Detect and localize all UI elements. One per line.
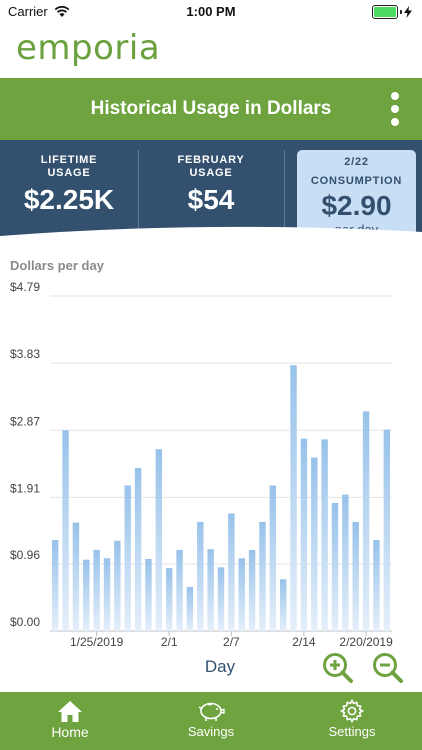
x-tick-label: 2/1 [161,635,178,649]
stat-divider [138,150,139,230]
chart-bar[interactable] [311,457,318,631]
charging-bolt-icon [404,6,412,18]
usage-summary: LIFETIME USAGE $2.25K FEBRUARY USAGE $54… [0,140,422,250]
chart-title: Dollars per day [10,258,104,273]
chart-bar[interactable] [207,549,214,631]
chart-bar[interactable] [331,503,339,631]
y-tick-label: $2.87 [10,414,40,428]
chart-bar[interactable] [134,468,142,631]
chart-bar[interactable] [238,558,245,631]
lifetime-value: $2.25K [23,184,115,215]
zoom-in-icon [323,653,353,683]
stat-divider [284,150,285,230]
lifetime-label-2: USAGE [47,167,91,179]
x-tick-label: 2/7 [223,635,240,649]
chart-bar[interactable] [248,549,256,631]
tab-home[interactable]: Home [0,698,140,740]
chart-bar[interactable] [217,567,225,631]
day-label-2: CONSUMPTION [310,175,403,187]
tab-settings[interactable]: Settings [282,698,422,739]
piggy-bank-icon [198,702,225,721]
y-tick-label: $3.83 [10,347,40,361]
gear-icon [340,699,364,723]
y-tick-label: $0.96 [10,548,40,562]
tab-savings[interactable]: Savings [141,698,281,739]
month-label-2: USAGE [189,167,233,179]
page-title: Historical Usage in Dollars [90,98,332,119]
month-usage-card[interactable]: FEBRUARY USAGE $54 [142,154,280,216]
lifetime-label-1: LIFETIME [40,154,98,166]
chart-bar[interactable] [342,494,349,631]
home-icon [58,701,82,722]
chart-bar[interactable] [155,449,163,631]
chart-bar[interactable] [269,485,277,631]
wifi-icon [54,5,70,17]
chart-bar[interactable] [72,522,80,631]
zoom-out-icon [373,653,403,683]
header-curve [0,226,422,250]
chart-bar[interactable] [362,411,370,631]
chart-bar[interactable] [51,540,59,631]
x-tick-label: 1/25/2019 [70,635,124,649]
tab-savings-label: Savings [187,724,235,739]
day-consumption-card[interactable]: 2/22 CONSUMPTION $2.90 per day [297,150,416,237]
tab-settings-label: Settings [328,724,376,739]
x-axis-label: Day [205,657,236,676]
kebab-dot-icon [391,92,399,100]
month-value: $54 [187,184,235,215]
chart-bar[interactable] [352,521,359,631]
status-bar: Carrier 1:00 PM [0,0,422,24]
y-tick-label: $0.00 [10,615,40,629]
chart-bar[interactable] [321,439,328,631]
chart-bar[interactable] [259,521,266,631]
chart-bar[interactable] [186,586,194,631]
brand-logo: emporia [16,28,161,68]
chart-bar[interactable] [290,365,297,631]
x-tick-label: 2/14 [292,635,316,649]
month-label-1: FEBRUARY [177,154,245,166]
lifetime-usage-card[interactable]: LIFETIME USAGE $2.25K [0,154,138,216]
chart-bar[interactable] [145,558,152,631]
tab-home-label: Home [51,724,89,740]
chart-bar[interactable] [114,540,121,631]
chart-bar[interactable] [176,549,183,631]
chart-bar[interactable] [373,540,380,631]
day-label-1: 2/22 [344,156,369,168]
chart-bar[interactable] [83,559,90,631]
kebab-dot-icon [391,118,399,126]
battery-icon [372,5,412,19]
chart-bar[interactable] [300,438,308,631]
carrier-group: Carrier [8,4,70,19]
y-tick-label: $1.91 [10,481,40,495]
y-tick-label: $4.79 [10,280,40,294]
chart-bar[interactable] [383,429,391,631]
usage-bar-chart[interactable]: $0.00 $0.96 $1.91 $2.87 $3.83 $4.79 1/25/2019… [0,270,422,690]
kebab-dot-icon [391,105,399,113]
chart-bar[interactable] [124,485,131,631]
page-header: Historical Usage in Dollars [0,78,422,140]
more-menu-button[interactable] [390,92,400,126]
chart-bar[interactable] [228,513,235,631]
chart-bar[interactable] [165,568,173,631]
day-value: $2.90 [321,190,392,221]
tab-bar: Home Savings Settings [0,692,422,750]
chart-bar[interactable] [279,579,287,631]
zoom-out-button[interactable] [372,652,404,684]
chart-bar[interactable] [62,430,69,631]
zoom-in-button[interactable] [322,652,354,684]
chart-bar[interactable] [93,549,100,631]
carrier-label: Carrier [8,4,48,19]
x-tick-label: 2/20/2019 [339,635,393,649]
chart-bar[interactable] [197,521,204,631]
status-time: 1:00 PM [186,4,236,19]
chart-bar[interactable] [103,558,111,631]
